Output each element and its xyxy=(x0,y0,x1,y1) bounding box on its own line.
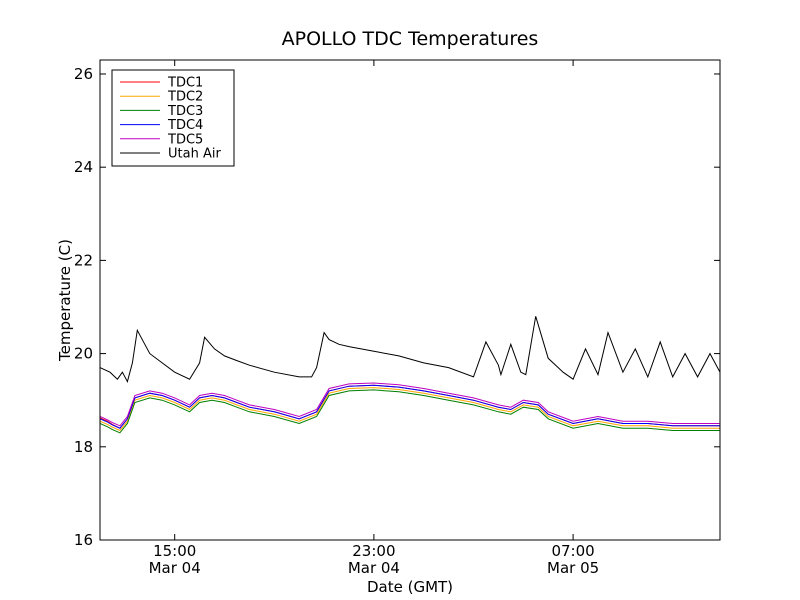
y-tick-label: 16 xyxy=(74,531,93,549)
x-tick-label: 07:00 xyxy=(551,542,594,560)
series-line-tdc5 xyxy=(100,382,720,427)
legend-label-tdc4: TDC4 xyxy=(167,118,203,133)
y-tick-label: 18 xyxy=(74,438,93,456)
series-line-tdc4 xyxy=(100,384,720,429)
legend-frame xyxy=(111,69,235,167)
chart-title: APOLLO TDC Temperatures xyxy=(282,28,539,50)
series-line-tdc2 xyxy=(100,387,720,432)
legend-label-utah-air: Utah Air xyxy=(168,147,221,162)
x-tick-label: 15:00 xyxy=(153,542,196,560)
legend-label-tdc2: TDC2 xyxy=(167,90,203,105)
y-axis: 16 18 20 22 24 26 xyxy=(74,65,720,549)
x-tick-sublabel: Mar 04 xyxy=(348,559,400,577)
x-tick-sublabel: Mar 05 xyxy=(547,559,599,577)
x-axis-label: Date (GMT) xyxy=(367,578,453,596)
series-line-utah-air xyxy=(100,316,720,383)
legend-label-tdc5: TDC5 xyxy=(167,132,203,147)
x-tick-label: 23:00 xyxy=(352,542,395,560)
x-tick-sublabel: Mar 04 xyxy=(149,559,201,577)
y-tick-label: 20 xyxy=(74,345,93,363)
series-line-tdc3 xyxy=(100,389,720,434)
y-axis-label: Temperature (C) xyxy=(56,239,74,362)
legend-label-tdc3: TDC3 xyxy=(167,104,203,119)
plot-frame xyxy=(99,59,721,541)
series-layer xyxy=(100,316,720,434)
legend-label-tdc1: TDC1 xyxy=(167,76,203,91)
y-tick-label: 22 xyxy=(74,251,93,269)
y-tick-label: 26 xyxy=(74,65,93,83)
y-tick-label: 24 xyxy=(74,158,93,176)
